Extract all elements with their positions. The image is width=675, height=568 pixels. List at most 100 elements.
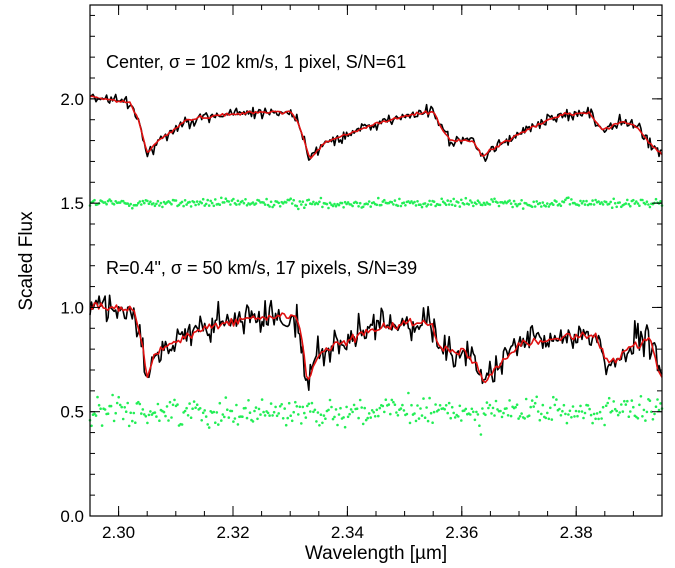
residual-point [269, 200, 273, 204]
residual-point [226, 408, 229, 412]
y-tick-label: 2.0 [60, 90, 84, 109]
residual-point [434, 403, 437, 406]
residual-point [453, 204, 457, 207]
residual-point [654, 405, 658, 409]
residual-point [488, 203, 492, 206]
residual-point [636, 417, 640, 420]
residual-point [111, 393, 114, 397]
residual-point [615, 205, 618, 209]
residual-point [373, 415, 377, 418]
residual-point [484, 203, 487, 206]
residual-point [312, 410, 315, 414]
residual-point [404, 204, 407, 207]
residual-point [514, 405, 517, 409]
residual-point [384, 398, 388, 402]
residual-point [232, 420, 235, 423]
residual-point [152, 202, 155, 205]
residual-point [330, 405, 333, 409]
residual-point [186, 414, 190, 417]
residual-point [149, 200, 152, 203]
residual-point [156, 402, 160, 406]
residual-point [547, 417, 551, 421]
residual-point [428, 396, 431, 400]
residual-point [438, 404, 442, 407]
residual-point [481, 203, 484, 207]
y-tick-label: 1.0 [60, 298, 84, 317]
residual-point [268, 414, 271, 417]
residual-point [491, 200, 495, 203]
residual-point [339, 406, 342, 410]
residual-point [206, 423, 209, 426]
residual-point [536, 410, 540, 413]
residual-point [254, 406, 258, 409]
residual-point [638, 204, 641, 207]
residual-point [470, 407, 474, 411]
residual-point [540, 412, 543, 416]
residual-point [369, 416, 373, 419]
residual-point [124, 410, 128, 414]
residual-point [315, 420, 318, 423]
residual-point [290, 419, 294, 423]
residual-point [129, 411, 132, 415]
residual-point [127, 424, 131, 428]
residual-point [114, 411, 117, 415]
residual-point [198, 407, 202, 410]
residual-point [604, 200, 608, 204]
residual-point [236, 423, 240, 426]
residual-point [500, 415, 504, 419]
residual-point [393, 199, 397, 202]
residual-point [641, 198, 644, 202]
residual-point [223, 415, 226, 419]
residual-point [171, 403, 175, 407]
residual-point [532, 405, 535, 408]
residual-point [657, 408, 661, 412]
residual-point [410, 200, 413, 203]
residual-point [303, 411, 306, 415]
residual-point [555, 398, 558, 401]
residual-point [188, 200, 191, 204]
residual-point [429, 203, 433, 206]
residual-point [289, 414, 293, 418]
residual-point [153, 411, 157, 414]
residual-point [263, 414, 267, 417]
residual-point [159, 201, 163, 205]
residual-point [467, 203, 471, 206]
residual-point [121, 417, 125, 421]
residual-point [444, 404, 448, 407]
residual-point [233, 417, 237, 420]
residual-point [351, 410, 354, 414]
residual-point [342, 416, 345, 419]
residual-point [457, 415, 460, 418]
y-tick-label: 0.5 [60, 403, 84, 422]
residual-point [272, 410, 276, 414]
residual-point [220, 419, 223, 422]
residual-point [275, 414, 279, 418]
residual-point [366, 416, 370, 420]
residual-point [358, 201, 362, 205]
residual-point [473, 418, 477, 422]
residual-point [367, 412, 371, 415]
residual-point [496, 408, 499, 411]
residual-point [413, 200, 416, 204]
residual-point [624, 403, 628, 406]
residual-point [269, 402, 273, 405]
residual-point [207, 204, 211, 207]
residual-point [327, 206, 330, 210]
residual-point [553, 403, 557, 407]
residual-point [244, 406, 247, 410]
y-axis-label: Scaled Flux [16, 211, 37, 311]
residual-point [266, 411, 270, 415]
residual-point [607, 396, 611, 400]
residual-point [452, 197, 456, 201]
residual-point [287, 401, 291, 405]
residual-point [573, 415, 576, 418]
residual-point [521, 207, 525, 210]
residual-point [508, 199, 511, 202]
residual-point [530, 205, 534, 209]
residual-point [318, 200, 321, 204]
residual-point [241, 199, 244, 203]
residual-point [598, 410, 602, 414]
residual-point [432, 410, 436, 414]
residual-point [214, 198, 217, 201]
residual-point [134, 421, 137, 425]
